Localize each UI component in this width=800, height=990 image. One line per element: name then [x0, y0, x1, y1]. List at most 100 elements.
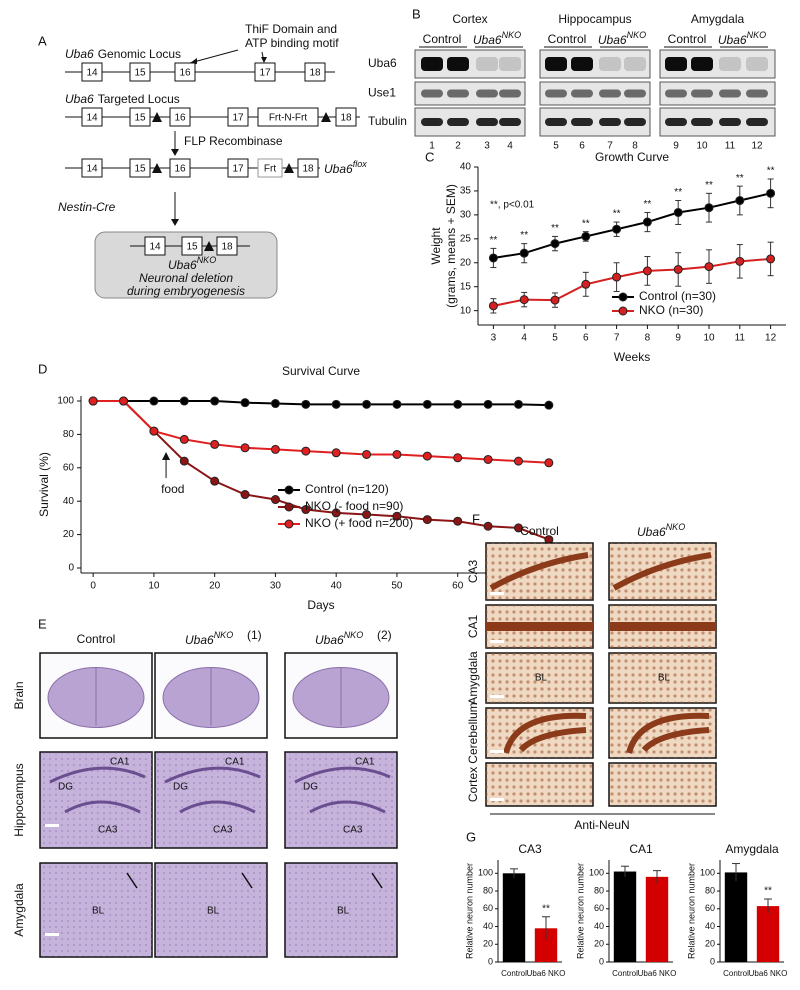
data-point [453, 453, 463, 463]
data-point [453, 399, 463, 409]
blot-band [624, 89, 646, 98]
legend-label: NKO (- food n=90) [305, 499, 403, 513]
blot-band [665, 118, 687, 126]
data-point [488, 253, 498, 263]
x-tick-label: 0 [90, 581, 96, 592]
result-text: Neuronal deletion [139, 271, 233, 285]
cell-texture [285, 863, 397, 957]
exon-number: 16 [179, 68, 191, 79]
bar [534, 928, 558, 962]
x-tick-label: Control [501, 969, 527, 978]
data-point [210, 439, 220, 449]
scale-bar [490, 750, 504, 753]
x-tick-label: Uba6 NKO [527, 969, 566, 978]
significance-label: ** [490, 235, 498, 246]
y-axis-label: Weight [429, 227, 443, 265]
data-point [331, 399, 341, 409]
x-tick-label: 60 [452, 581, 464, 592]
cell-texture [155, 863, 267, 957]
column-header: Uba6NKO [315, 630, 363, 647]
region-label: CA1 [225, 757, 245, 768]
data-point [331, 448, 341, 458]
legend-label: Control (n=30) [639, 289, 716, 303]
x-tick-label: Control [612, 969, 638, 978]
region-label: Hippocampus [558, 12, 631, 26]
y-tick-label: 40 [483, 921, 493, 931]
data-point [240, 398, 250, 408]
scale-bar [490, 798, 504, 801]
exon-box [169, 107, 191, 127]
blot-band [691, 118, 713, 126]
data-point [362, 399, 372, 409]
data-point [119, 396, 129, 406]
legend-marker [284, 485, 294, 495]
data-point [612, 272, 622, 282]
region-label: BL [658, 673, 671, 684]
y-axis-label: Relative neuron number [686, 863, 696, 959]
y-tick-label: 30 [460, 210, 472, 221]
group-label: Uba6NKO [473, 30, 521, 47]
group-label: Uba6NKO [598, 30, 646, 47]
chart-title: Survival Curve [282, 364, 360, 378]
cell-texture [285, 752, 397, 848]
y-tick-label: 40 [460, 162, 472, 173]
data-point [519, 295, 529, 305]
x-tick-label: 20 [209, 581, 221, 592]
data-point [362, 510, 372, 520]
lane-number: 6 [579, 141, 585, 152]
exon-number: 15 [134, 113, 146, 124]
x-tick-label: 11 [735, 333, 746, 344]
data-point [673, 207, 683, 217]
annotation-text: food [161, 482, 184, 496]
data-point [513, 399, 523, 409]
scale-bar [490, 592, 504, 595]
exon-number: 18 [302, 164, 314, 175]
legend-marker [284, 519, 294, 529]
panel-letter: F [472, 511, 480, 526]
y-axis-label: Relative neuron number [464, 863, 474, 959]
data-point [581, 231, 591, 241]
y-tick-label: 20 [63, 529, 75, 540]
data-point [301, 505, 311, 515]
blot-band [476, 57, 498, 71]
data-point [422, 515, 432, 525]
blot-band [599, 118, 621, 126]
cell-texture [609, 543, 716, 600]
row-label: Amygdala [466, 651, 480, 705]
chart-title: CA3 [518, 842, 542, 856]
replicate-label: (2) [377, 628, 392, 642]
data-point [642, 217, 652, 227]
blot-band [691, 57, 713, 71]
superscript: NKO [666, 522, 686, 532]
data-point [179, 396, 189, 406]
cell-texture [486, 653, 593, 703]
y-tick-label: 15 [460, 281, 472, 292]
blot-band [746, 89, 768, 98]
y-tick-label: 35 [460, 186, 472, 197]
blot-band [719, 118, 741, 126]
lane-number: 3 [484, 141, 490, 152]
y-tick-label: 100 [478, 868, 493, 878]
y-tick-label: 0 [710, 956, 715, 966]
panel-letter: E [38, 616, 47, 631]
exon-number: 15 [134, 164, 146, 175]
lane-number: 7 [607, 141, 613, 152]
region-label: DG [173, 782, 188, 793]
panel-letter: C [425, 149, 434, 164]
blot-band [421, 89, 443, 98]
region-label: BL [92, 906, 105, 917]
y-tick-label: 20 [460, 257, 472, 268]
gene-name: Uba6 [473, 33, 502, 47]
x-tick-label: 6 [583, 333, 589, 344]
exon-box [254, 62, 276, 82]
cell-texture [155, 752, 267, 848]
series-line [93, 400, 549, 464]
blot-band [691, 89, 713, 98]
legend-marker [618, 292, 628, 302]
exon-number: 17 [232, 113, 244, 124]
cell-layer [489, 552, 589, 591]
gene-name: Uba6 [168, 258, 197, 272]
group-label: Control [548, 32, 587, 46]
bar [645, 876, 669, 962]
cell-texture [40, 752, 152, 848]
